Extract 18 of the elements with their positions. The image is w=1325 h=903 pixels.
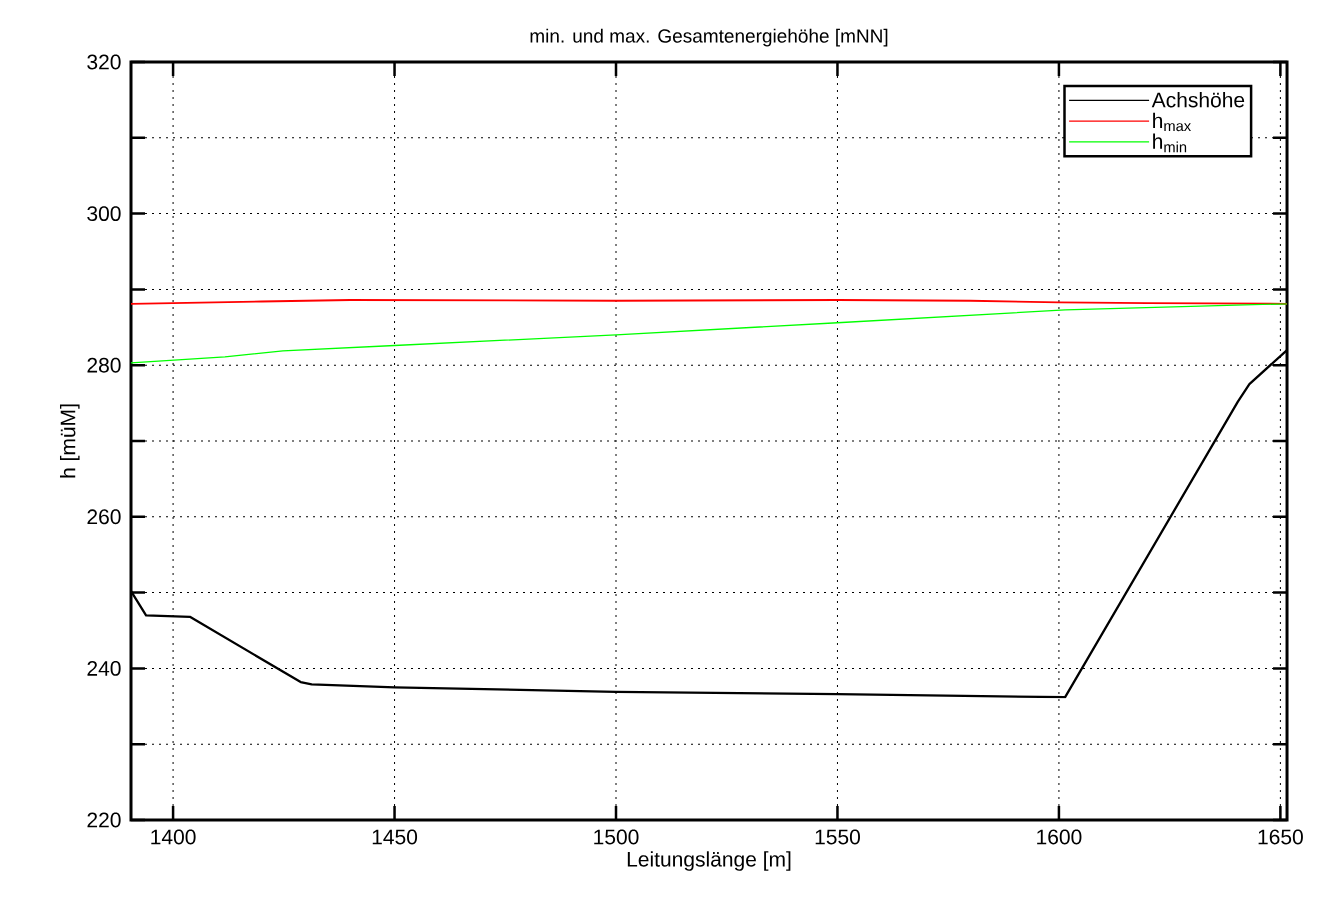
x-tick-label: 1550 [815,829,860,845]
y-axis-title: h [müM] [59,404,80,478]
x-tick-label: 1400 [151,829,196,845]
y-tick-label: 240 [87,660,121,676]
legend-label: h$_{min}$ [1153,133,1187,153]
y-tick-label: 300 [87,206,121,222]
x-tick-label: 1450 [372,829,418,845]
y-tick-label: 260 [87,509,121,525]
legend-label: h$_{max}$ [1153,112,1191,132]
legend-label: Achshöhe [1151,91,1245,108]
x-tick-label: 1650 [1258,829,1303,845]
y-tick-label: 280 [87,357,121,373]
y-tick-label: 220 [87,812,121,828]
y-tick-label: 320 [87,54,121,70]
x-tick-label: 1500 [594,829,639,845]
x-axis-title: Leitungslänge [m] [627,851,791,871]
x-tick-label: 1600 [1037,829,1082,845]
chart-title: min. und max. Gesamtenergiehöhe [mNN] [530,28,888,47]
